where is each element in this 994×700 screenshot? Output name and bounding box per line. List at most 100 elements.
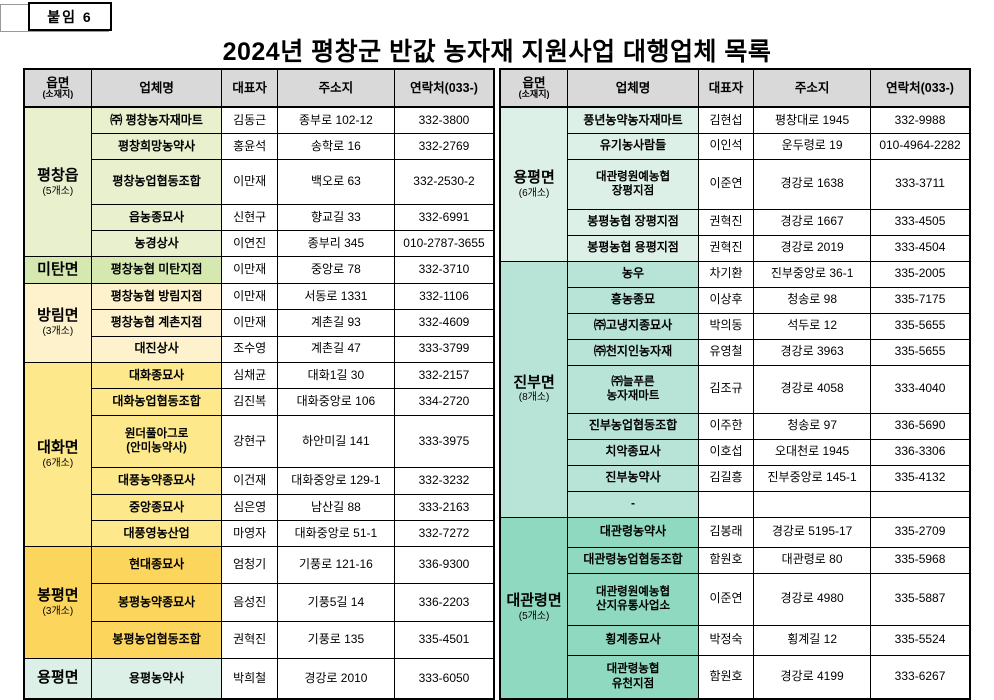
address-cell: 대화중앙로 51-1 bbox=[276, 519, 395, 548]
address-cell: 송학로 16 bbox=[276, 132, 395, 161]
region-cell: 대관령면 (5개소) bbox=[499, 516, 569, 700]
company-name-cell: 평창농협 미탄지점 bbox=[90, 256, 223, 284]
table-row: - bbox=[500, 490, 971, 518]
address-cell: 하안미길 141 bbox=[276, 414, 395, 469]
right-table: 읍면 (소재지) 업체명 대표자 주소지 연락처(033-) 용평면 (6개소) 풍… bbox=[498, 68, 971, 700]
address-cell: 청송로 98 bbox=[753, 286, 872, 314]
tables-container: 읍면 (소재지) 업체명 대표자 주소지 연락처(033-) 평창읍 (5개소) ㈜… bbox=[23, 68, 971, 700]
company-name-cell: 봉평농협 장평지점 bbox=[567, 208, 699, 236]
representative-cell: 김동근 bbox=[221, 106, 278, 134]
table-row: 용평면 (6개소) 풍년농약농자재마트 김현섭 평창대로 1945 332-9988 bbox=[499, 106, 971, 262]
region-name: 대화면 bbox=[37, 439, 79, 457]
company-name-cell: 평창농업협동조합 bbox=[90, 159, 223, 205]
col-header-address: 주소지 bbox=[753, 68, 872, 108]
representative-cell: 김현섭 bbox=[697, 106, 755, 134]
table-row: 평창농업협동조합 이만재 백오로 63 332-2530-2 bbox=[24, 159, 495, 205]
table-row: 대화농업협동조합 김진복 대화중앙로 106 334-2720 bbox=[24, 388, 495, 416]
col-header-region: 읍면 (소재지) bbox=[23, 68, 92, 108]
region-cell: 진부면 (8개소) bbox=[499, 260, 569, 518]
contact-cell: 332-2157 bbox=[393, 361, 495, 390]
address-cell: 진부중앙로 145-1 bbox=[753, 464, 872, 492]
contact-cell: 335-2709 bbox=[870, 516, 971, 548]
company-name-cell: 봉평농협 용평지점 bbox=[567, 234, 699, 262]
region-cell: 미탄면 bbox=[23, 256, 92, 284]
representative-cell: 이만재 bbox=[221, 309, 278, 337]
contact-cell: 332-3800 bbox=[393, 106, 495, 134]
table-row: 진부농약사 김길흥 진부중앙로 145-1 335-4132 bbox=[500, 464, 971, 492]
representative-cell: 이상후 bbox=[697, 286, 755, 314]
company-name-cell: 대관령농약사 bbox=[567, 516, 699, 548]
table-row: 평창농협 계촌지점 이만재 계촌길 93 332-4609 bbox=[24, 309, 495, 337]
table-row: 봉평농협 장평지점 권혁진 경강로 1667 333-4505 bbox=[500, 208, 971, 236]
representative-cell: 심채균 bbox=[221, 361, 278, 390]
table-row: 봉평농업협동조합 권혁진 기풍로 135 335-4501 bbox=[24, 621, 495, 659]
representative-cell: 이주한 bbox=[697, 412, 755, 440]
contact-cell bbox=[870, 490, 971, 518]
address-cell: 종부로 102-12 bbox=[276, 106, 395, 134]
table-row: 대화면 (6개소) 대화종묘사 심채균 대화1길 30 332-2157 bbox=[23, 361, 495, 548]
company-name-cell: 진부농업협동조합 bbox=[567, 412, 699, 440]
col-header-region: 읍면 (소재지) bbox=[499, 68, 569, 108]
region-name: 용평면 bbox=[513, 168, 555, 186]
company-name-cell: 치악종묘사 bbox=[567, 438, 699, 466]
table-row: 평창읍 (5개소) ㈜ 평창농자재마트 김동근 종부로 102-12 332-3800 bbox=[23, 106, 495, 258]
contact-cell: 335-4132 bbox=[870, 464, 971, 492]
col-header-address: 주소지 bbox=[276, 68, 395, 108]
representative-cell: 이호섭 bbox=[697, 438, 755, 466]
table-row: ㈜고냉지종묘사 박의동 석두로 12 335-5655 bbox=[500, 312, 971, 340]
address-cell: 서동로 1331 bbox=[276, 282, 395, 311]
company-name-cell: 대풍영농산업 bbox=[90, 519, 223, 548]
table-row: ㈜천지인농자재 유영철 경강로 3963 335-5655 bbox=[500, 338, 971, 366]
address-cell: 백오로 63 bbox=[276, 159, 395, 205]
table-row: 원더풀아그로 (안미농약사) 강현구 하안미길 141 333-3975 bbox=[24, 414, 495, 469]
region-name: 대관령면 bbox=[506, 592, 562, 610]
representative-cell: 이건재 bbox=[221, 467, 278, 495]
address-cell: 경강로 4058 bbox=[753, 364, 872, 414]
table-row: 대관령원예농협 장평지점 이준연 경강로 1638 333-3711 bbox=[500, 158, 971, 210]
representative-cell: 유영철 bbox=[697, 338, 755, 366]
company-name-cell: 대관령원예농협 장평지점 bbox=[567, 158, 699, 210]
company-name-cell: 대관령농업협동조합 bbox=[567, 546, 699, 574]
company-name-cell: 대진상사 bbox=[90, 335, 223, 363]
representative-cell: 홍윤석 bbox=[221, 132, 278, 161]
contact-cell: 336-9300 bbox=[393, 546, 495, 584]
table-row: 용평면 용평농약사 박희철 경강로 2010 333-6050 bbox=[23, 657, 495, 700]
contact-cell: 010-2787-3655 bbox=[393, 230, 495, 258]
representative-cell bbox=[697, 490, 755, 518]
representative-cell: 김길흥 bbox=[697, 464, 755, 492]
contact-cell: 010-4964-2282 bbox=[870, 132, 971, 160]
region-count: (3개소) bbox=[42, 326, 74, 338]
table-row: 봉평농협 용평지점 권혁진 경강로 2019 333-4504 bbox=[500, 234, 971, 262]
address-cell: 경강로 4199 bbox=[753, 654, 872, 700]
company-name-cell: 대화농업협동조합 bbox=[90, 388, 223, 416]
contact-cell: 335-5655 bbox=[870, 338, 971, 366]
table-row: 대관령농협 유천지점 함원호 경강로 4199 333-6267 bbox=[500, 654, 971, 700]
contact-cell: 333-6050 bbox=[393, 657, 495, 700]
table-row: 대풍농약종묘사 이건재 대화중앙로 129-1 332-3232 bbox=[24, 467, 495, 495]
region-count: (5개소) bbox=[42, 185, 74, 197]
address-cell: 경강로 1638 bbox=[753, 158, 872, 210]
left-table-header-row: 읍면 (소재지) 업체명 대표자 주소지 연락처(033-) bbox=[23, 68, 495, 108]
table-row: 유기농사람들 이인석 운두령로 19 010-4964-2282 bbox=[500, 132, 971, 160]
contact-cell: 333-3975 bbox=[393, 414, 495, 469]
company-name-cell: 농경상사 bbox=[90, 230, 223, 258]
company-name-cell: 농우 bbox=[567, 260, 699, 288]
company-name-cell: 용평농약사 bbox=[90, 657, 223, 700]
contact-cell: 335-5968 bbox=[870, 546, 971, 574]
representative-cell: 권혁진 bbox=[221, 621, 278, 659]
address-cell: 종부리 345 bbox=[276, 230, 395, 258]
company-name-cell: 횡계종묘사 bbox=[567, 624, 699, 656]
region-name: 평창읍 bbox=[37, 166, 79, 184]
company-name-cell: ㈜천지인농자재 bbox=[567, 338, 699, 366]
representative-cell: 조수영 bbox=[221, 335, 278, 363]
col-header-representative: 대표자 bbox=[697, 68, 755, 108]
address-cell: 계촌길 93 bbox=[276, 309, 395, 337]
company-name-cell: 대관령농협 유천지점 bbox=[567, 654, 699, 700]
col-header-company: 업체명 bbox=[90, 68, 223, 108]
contact-cell: 334-2720 bbox=[393, 388, 495, 416]
contact-cell: 333-4505 bbox=[870, 208, 971, 236]
region-cell: 봉평면 (3개소) bbox=[23, 546, 92, 659]
contact-cell: 332-7272 bbox=[393, 519, 495, 548]
right-table-header-row: 읍면 (소재지) 업체명 대표자 주소지 연락처(033-) bbox=[499, 68, 971, 108]
company-name-cell: ㈜고냉지종묘사 bbox=[567, 312, 699, 340]
